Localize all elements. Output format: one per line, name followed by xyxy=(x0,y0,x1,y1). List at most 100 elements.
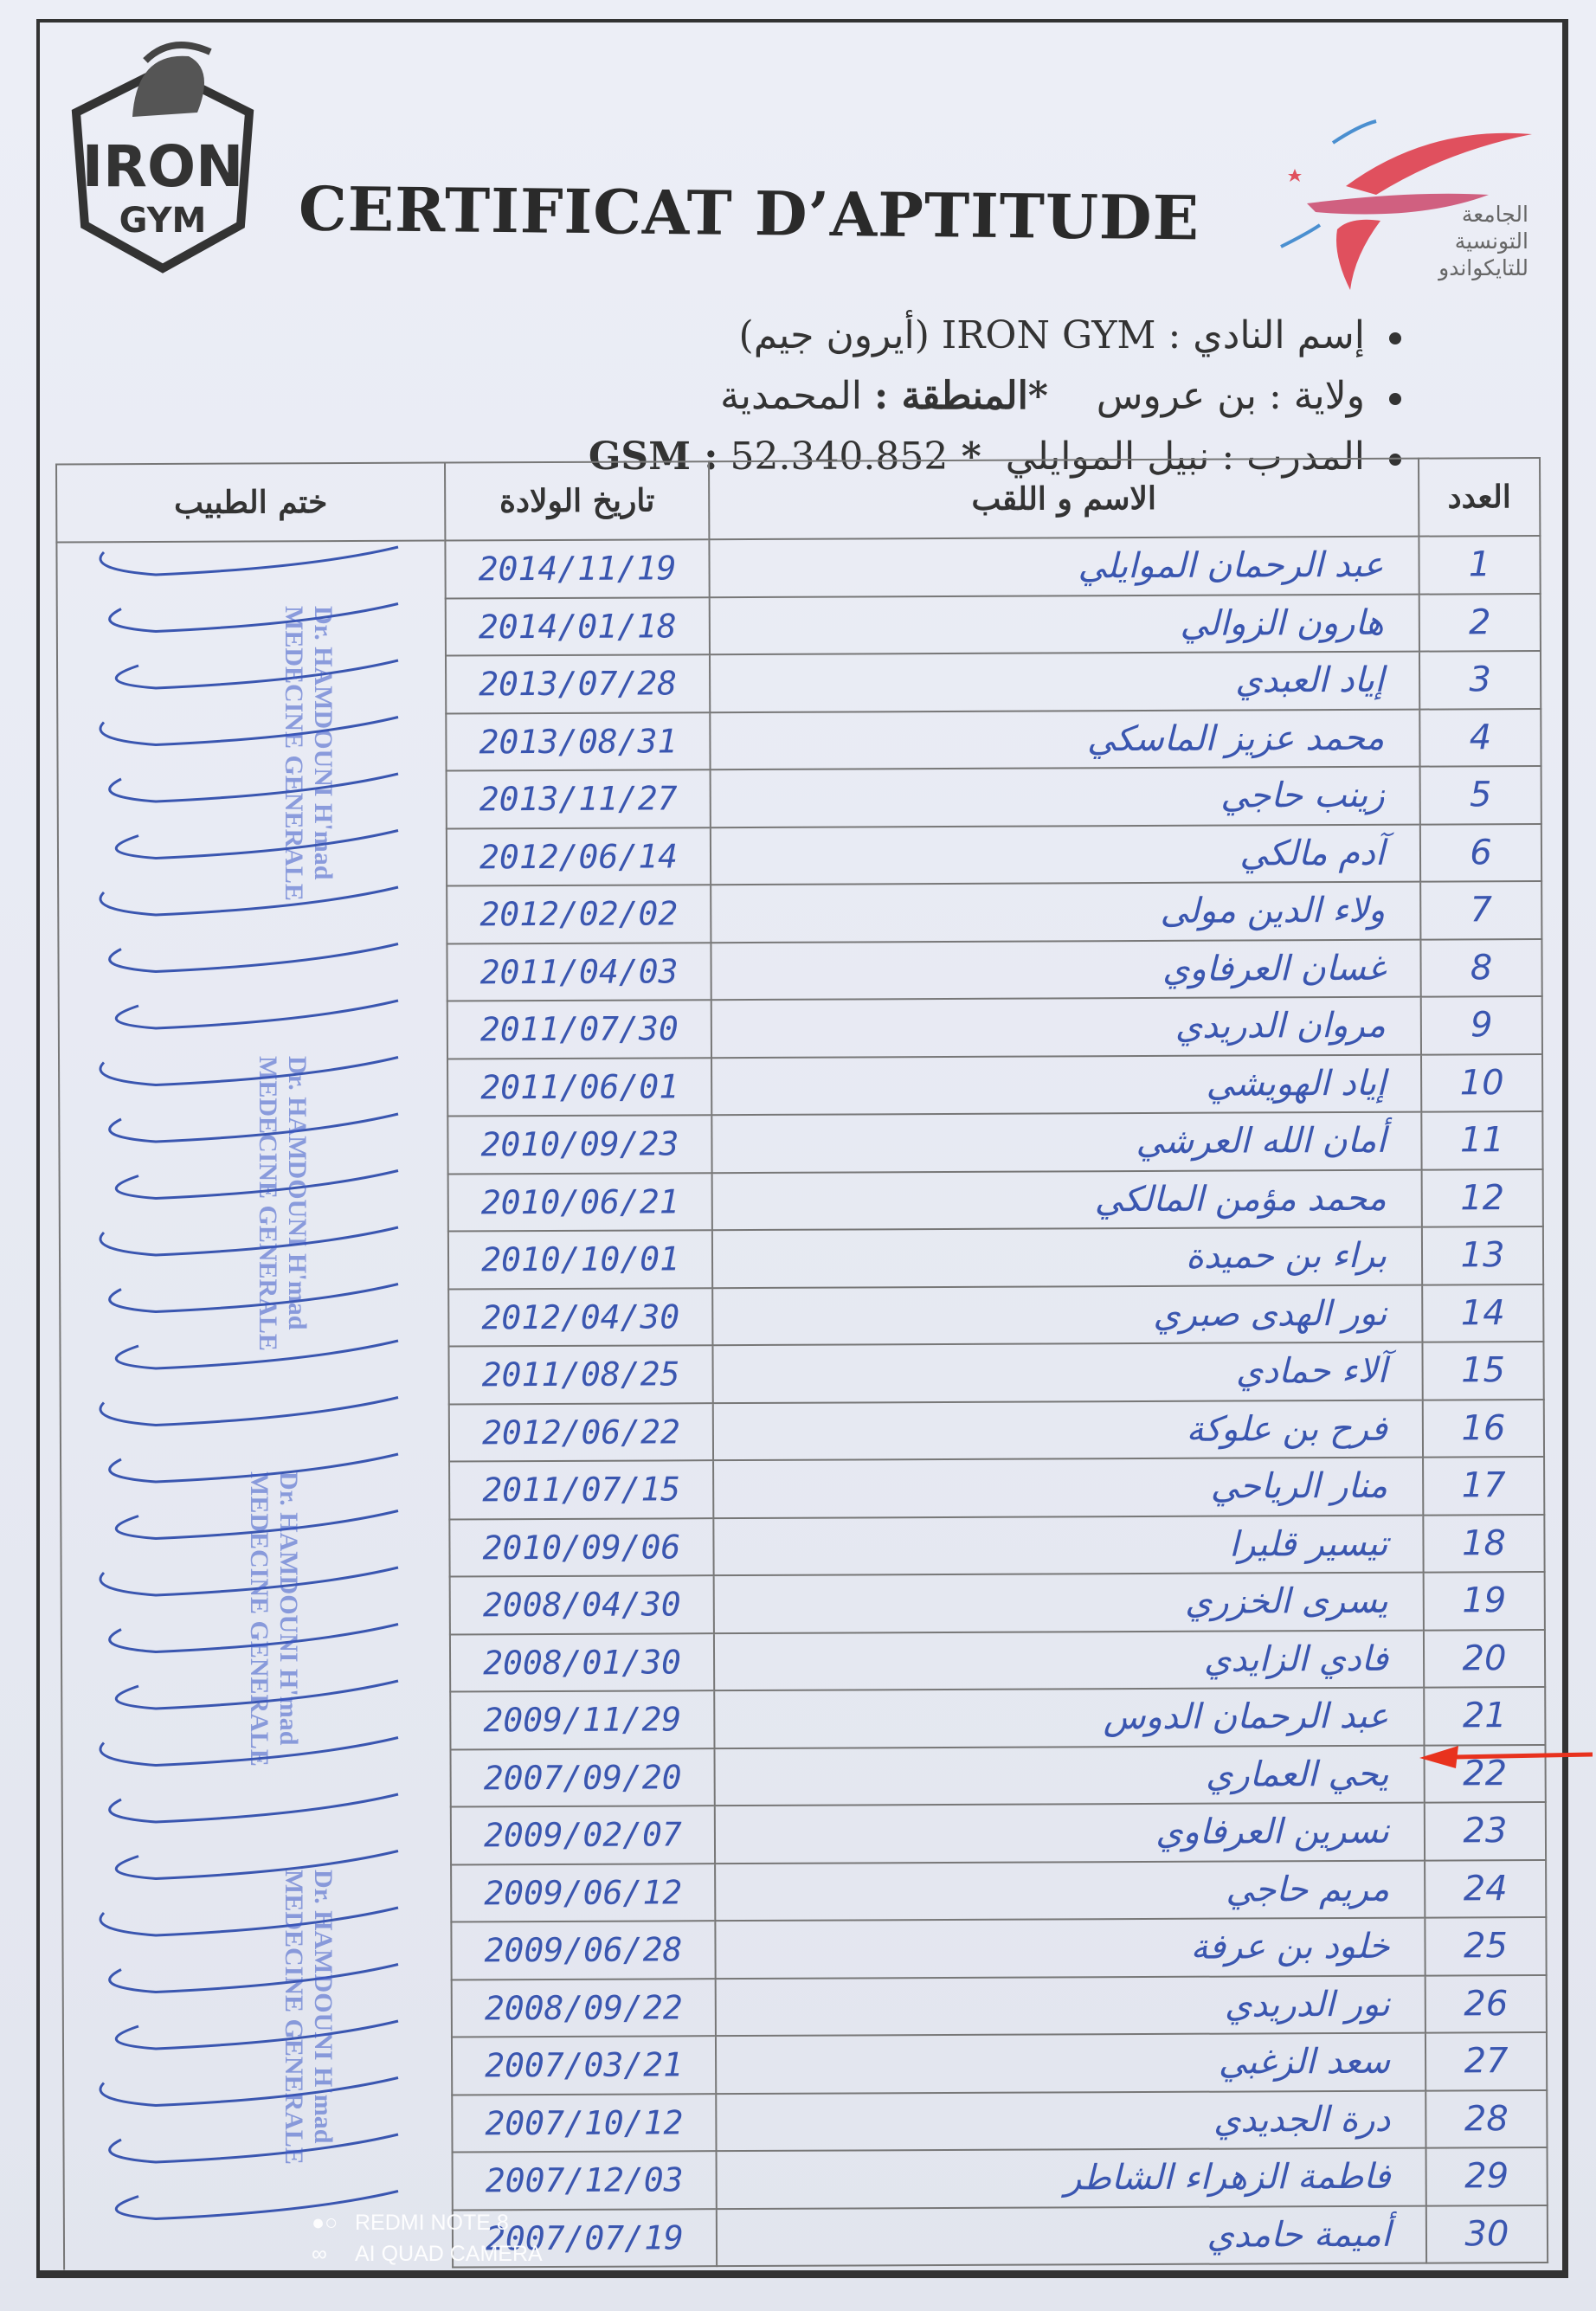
row-number: 12 xyxy=(1421,1168,1543,1227)
doctor-stamp-cell xyxy=(63,2152,453,2211)
athlete-name: تيسير قليرا xyxy=(713,1515,1424,1576)
doctor-stamp-cell xyxy=(57,713,447,773)
athlete-name: زينب حاجي xyxy=(710,766,1420,827)
birthdate: 2012/06/22 xyxy=(448,1402,714,1462)
table-row: 9 مروان الدريدي 2011/07/30 xyxy=(58,995,1543,1060)
row-number: 10 xyxy=(1421,1053,1543,1112)
camera-lens-icon: ●○ xyxy=(312,2211,338,2235)
athlete-name: درة الجديدي xyxy=(716,2090,1426,2152)
table-row: 27 سعد الزغبي 2007/03/21 xyxy=(62,2031,1548,2096)
birthdate: 2009/06/12 xyxy=(451,1863,716,1922)
birthdate: 2010/09/06 xyxy=(449,1517,714,1577)
wilaya-value: بن عروس xyxy=(1096,374,1257,418)
birthdate: 2013/07/28 xyxy=(445,654,711,714)
doctor-stamp-cell xyxy=(61,1576,450,1636)
table-row: 19 يسرى الخزري 2008/04/30 xyxy=(61,1571,1545,1636)
row-number: 7 xyxy=(1420,880,1542,940)
table-row: 6 آدم مالكي 2012/06/14 xyxy=(57,823,1542,888)
doctor-stamp-cell xyxy=(56,655,447,715)
birthdate: 2011/04/03 xyxy=(447,942,711,1001)
table-row: 23 نسرين العرفاوي 2009/02/07 xyxy=(61,1801,1547,1866)
row-number: 20 xyxy=(1423,1629,1546,1688)
row-number: 6 xyxy=(1419,823,1542,882)
row-number: 1 xyxy=(1419,536,1541,595)
doctor-stamp-cell xyxy=(58,943,447,1003)
birthdate: 2007/10/12 xyxy=(452,2093,717,2153)
birthdate: 2012/02/02 xyxy=(447,885,711,944)
doctor-stamp-cell xyxy=(61,1634,451,1694)
coach-label: المدرب : xyxy=(1221,435,1365,479)
athlete-name: هارون الزوالي xyxy=(709,594,1419,655)
table-row: 17 منار الرياحي 2011/07/15 xyxy=(61,1456,1545,1521)
athlete-name: إياد العبدي xyxy=(709,651,1420,712)
header-number: العدد xyxy=(1419,458,1541,537)
table-row: 4 محمد عزيز الماسكي 2013/08/31 xyxy=(57,708,1541,773)
birthdate: 2011/06/01 xyxy=(447,1057,712,1117)
athlete-name: نور الهدى صبري xyxy=(712,1284,1423,1346)
table-row: 28 درة الجديدي 2007/10/12 xyxy=(63,2089,1548,2154)
row-number: 26 xyxy=(1425,1974,1547,2033)
row-number: 15 xyxy=(1422,1341,1544,1400)
birthdate: 2007/09/20 xyxy=(450,1748,715,1807)
athlete-name: ولاء الدين مولى xyxy=(711,881,1421,943)
athlete-name: منار الرياحي xyxy=(713,1457,1424,1518)
table-row: 22 يحي العماري 2007/09/20 xyxy=(61,1744,1546,1809)
table-row: 26 نور الدريدي 2008/09/22 xyxy=(62,1974,1547,2039)
athlete-name: محمد عزيز الماسكي xyxy=(710,709,1420,770)
athlete-name: مروان الدريدي xyxy=(711,996,1422,1058)
table-row: 15 آلاء حمادي 2011/08/25 xyxy=(60,1341,1544,1406)
doctor-stamp-cell xyxy=(57,828,447,888)
row-number: 21 xyxy=(1424,1686,1546,1746)
birthdate: 2013/08/31 xyxy=(446,711,711,771)
bullet-icon xyxy=(1389,453,1401,466)
table-header-row: العدد الاسم و اللقب تاريخ الولادة ختم ال… xyxy=(56,458,1541,543)
table-row: 20 فادي الزايدي 2008/01/30 xyxy=(61,1629,1546,1694)
infinity-icon: ∞ xyxy=(312,2242,327,2266)
table-row: 1 عبد الرحمان الموايلي 2014/11/19 xyxy=(56,536,1541,600)
row-number: 9 xyxy=(1420,995,1543,1055)
athlete-name: مريم حاجي xyxy=(715,1860,1425,1922)
birthdate: 2012/04/30 xyxy=(448,1287,713,1347)
birthdate: 2007/12/03 xyxy=(452,2151,717,2211)
birthdate: 2008/09/22 xyxy=(451,1978,716,2037)
header-doctor-stamp: ختم الطبيب xyxy=(56,462,446,543)
birthdate: 2008/01/30 xyxy=(449,1632,715,1692)
row-number: 23 xyxy=(1424,1801,1547,1861)
club-label: إسم النادي : xyxy=(1168,313,1365,357)
table-row: 30 أميمة حامدي 2007/07/19 xyxy=(63,2205,1548,2269)
row-number: 29 xyxy=(1425,2147,1548,2206)
birthdate: 2010/09/23 xyxy=(447,1115,712,1175)
table-row: 18 تيسير قليرا 2010/09/06 xyxy=(61,1514,1545,1579)
header-name: الاسم و اللقب xyxy=(709,458,1419,540)
doctor-stamp-cell xyxy=(62,1979,452,2039)
table-row: 8 غسان العرفاوي 2011/04/03 xyxy=(58,938,1542,1003)
doctor-stamp-cell xyxy=(61,1691,451,1751)
doctor-stamp-cell xyxy=(58,885,447,945)
birthdate: 2011/07/30 xyxy=(447,1000,712,1059)
birthdate: 2014/01/18 xyxy=(445,596,710,656)
table-row: 21 عبد الرحمان الدوس 2009/11/29 xyxy=(61,1686,1546,1751)
row-number: 27 xyxy=(1425,2031,1548,2091)
doctor-stamp-cell xyxy=(62,2037,453,2096)
athlete-name: يحي العماري xyxy=(714,1745,1425,1806)
region-label: *المنطقة : xyxy=(873,374,1048,418)
row-number: 25 xyxy=(1425,1916,1547,1976)
doctor-stamp-cell xyxy=(61,1806,452,1866)
row-number: 24 xyxy=(1425,1859,1547,1918)
table-row: 12 محمد مؤمن المالكي 2010/06/21 xyxy=(59,1168,1543,1233)
doctor-stamp-cell xyxy=(63,2095,453,2154)
club-value: IRON GYM (أيرون جيم) xyxy=(738,313,1156,357)
doctor-stamp-cell xyxy=(59,1174,448,1233)
birthdate: 2012/06/14 xyxy=(446,827,711,886)
doctor-stamp-cell xyxy=(59,1231,449,1291)
athlete-name: فادي الزايدي xyxy=(713,1630,1425,1691)
athlete-name: محمد مؤمن المالكي xyxy=(711,1169,1422,1231)
athlete-name: أمان الله العرشي xyxy=(711,1111,1422,1173)
athlete-name: آدم مالكي xyxy=(710,824,1421,885)
gsm-label: * GSM : xyxy=(588,435,981,479)
doctor-stamp-cell xyxy=(58,1001,448,1060)
document-title: CERTIFICAT D’APTITUDE xyxy=(298,172,1200,254)
row-number: 13 xyxy=(1421,1226,1544,1285)
coach-value: نبيل الموايلي xyxy=(1005,435,1210,479)
